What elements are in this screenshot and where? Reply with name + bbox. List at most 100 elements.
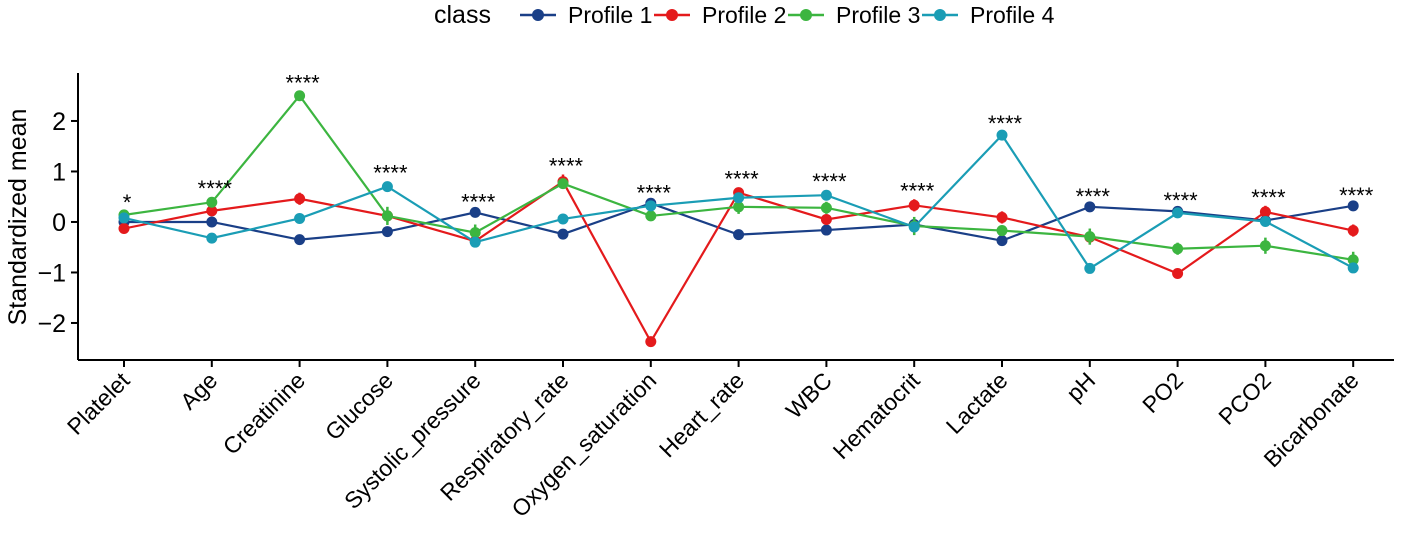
data-point — [557, 213, 569, 225]
data-point — [294, 212, 306, 224]
significance-label: **** — [285, 71, 320, 96]
data-point — [996, 129, 1008, 141]
legend-label: Profile 3 — [836, 2, 920, 28]
x-tick-label: Creatinine — [218, 367, 311, 460]
legend-title: class — [434, 1, 491, 29]
significance-label: **** — [549, 154, 584, 179]
data-point — [1347, 200, 1359, 212]
x-tick-label: Platelet — [62, 367, 135, 440]
data-point — [820, 213, 832, 225]
x-tick-label: WBC — [781, 367, 837, 423]
data-point — [206, 196, 218, 208]
data-point — [996, 235, 1008, 247]
data-point — [733, 229, 745, 241]
data-point — [1172, 243, 1184, 255]
x-tick-label: PCO2 — [1213, 367, 1276, 430]
legend-item-profile-1: Profile 1 — [520, 2, 652, 28]
y-axis-label: Standardized mean — [4, 109, 32, 326]
data-point — [206, 232, 218, 244]
data-point — [908, 221, 920, 233]
legend-item-profile-3: Profile 3 — [788, 2, 920, 28]
y-tick-label: 1 — [52, 158, 66, 186]
data-point — [1084, 262, 1096, 274]
data-point — [206, 205, 218, 217]
series-profile-4 — [118, 129, 1359, 274]
data-point — [733, 192, 745, 204]
data-point — [118, 212, 130, 224]
legend-marker — [666, 9, 678, 21]
data-point — [820, 224, 832, 236]
data-point — [294, 193, 306, 205]
data-point — [381, 226, 393, 238]
significance-label: **** — [1339, 183, 1374, 208]
y-tick-label: −2 — [37, 310, 66, 338]
data-point — [820, 189, 832, 201]
data-point — [469, 206, 481, 218]
data-point — [381, 210, 393, 222]
x-tick-label: PO2 — [1137, 367, 1188, 418]
data-point — [733, 201, 745, 213]
data-point — [469, 236, 481, 248]
legend-label: Profile 1 — [568, 2, 652, 28]
data-point — [1084, 231, 1096, 243]
significance-label: **** — [1251, 185, 1286, 210]
significance-label: **** — [1163, 188, 1198, 213]
x-tick-label: Age — [175, 367, 222, 414]
y-tick-label: 2 — [52, 108, 66, 136]
data-point — [1172, 207, 1184, 219]
data-point — [645, 210, 657, 222]
data-point — [1259, 215, 1271, 227]
x-tick-label: Hematocrit — [828, 367, 925, 464]
data-point — [645, 200, 657, 212]
significance-label: **** — [724, 167, 759, 192]
x-tick-label: Oxygen_saturation — [506, 367, 661, 522]
x-tick-label: Glucose — [320, 367, 398, 445]
significance-label: **** — [988, 111, 1023, 136]
data-point — [996, 211, 1008, 223]
legend-marker — [934, 9, 946, 21]
x-tick-label: Bicarbonate — [1259, 367, 1364, 472]
legend-label: Profile 4 — [970, 2, 1055, 28]
legend: class Profile 1 Profile 2 Profile 3 Profile… — [434, 1, 1055, 29]
data-point — [1259, 240, 1271, 252]
data-point — [557, 178, 569, 190]
data-point — [820, 202, 832, 214]
legend-marker — [800, 9, 812, 21]
data-point — [996, 225, 1008, 237]
legend-item-profile-2: Profile 2 — [654, 2, 786, 28]
x-tick-label: pH — [1061, 367, 1100, 406]
data-point — [1347, 262, 1359, 274]
data-point — [557, 228, 569, 240]
y-tick-label: −1 — [37, 259, 66, 287]
data-point — [206, 216, 218, 228]
data-point — [1084, 201, 1096, 213]
significance-label: **** — [198, 176, 233, 201]
significance-label: **** — [812, 169, 847, 194]
data-point — [1259, 206, 1271, 218]
data-point — [1347, 225, 1359, 237]
significance-label: **** — [373, 161, 408, 186]
legend-label: Profile 2 — [702, 2, 786, 28]
data-point — [381, 181, 393, 193]
significance-label: * — [123, 190, 132, 215]
data-point — [294, 234, 306, 246]
y-tick-label: 0 — [52, 209, 66, 237]
legend-marker — [532, 9, 544, 21]
data-point — [645, 336, 657, 348]
series-layer — [118, 90, 1359, 348]
data-point — [469, 227, 481, 239]
data-point — [908, 199, 920, 211]
data-point — [1172, 267, 1184, 279]
data-point — [118, 223, 130, 235]
data-point — [294, 90, 306, 102]
data-point — [1347, 254, 1359, 266]
legend-item-profile-4: Profile 4 — [922, 2, 1055, 28]
significance-label: **** — [900, 178, 935, 203]
x-tick-label: Lactate — [941, 367, 1013, 439]
significance-labels: ***************************** **** *******… — [123, 71, 1374, 215]
x-tick-label: Heart_rate — [654, 367, 749, 462]
significance-label: **** — [461, 189, 496, 214]
significance-label: **** — [637, 180, 672, 205]
